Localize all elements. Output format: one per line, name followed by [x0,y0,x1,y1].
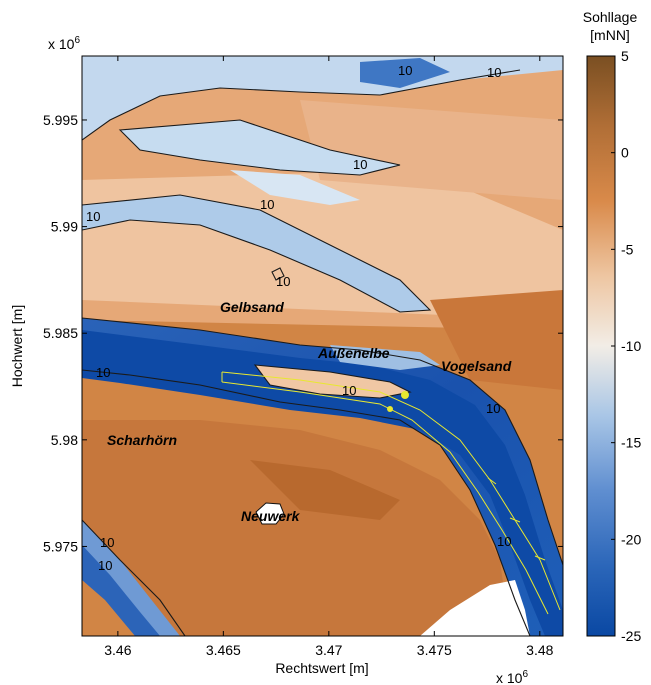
x-exponent: x 106 [496,669,528,685]
colorbar: Sohllage [mNN] 5 0 -5 -10 -15 -20 -25 [583,9,642,644]
place-labels: Gelbsand Außenelbe Vogelsand Scharhörn N… [107,299,512,524]
contour-label-5: 10 [260,197,274,212]
x-tick-group: 3.46 3.465 3.47 3.475 3.48 [104,56,554,658]
upper-side-channel [330,345,440,370]
x-tick-label: 3.465 [206,642,241,658]
colorbar-tick-label: -15 [621,435,641,451]
x-exponent-power: 6 [522,669,528,680]
y-tick-label: 5.975 [43,538,78,554]
colorbar-unit: [mNN] [590,27,630,43]
contour-label-8: 10 [342,383,356,398]
contour-label-9: 10 [486,401,500,416]
contour-small [271,267,285,281]
south-darker-flat [250,460,400,520]
contour-label-3: 10 [353,157,367,172]
plot-frame [81,55,564,637]
contour-label-2: 10 [487,65,501,80]
north-channel-2 [82,195,430,312]
contour-north-channel-2 [82,194,432,313]
measurement-point-2 [387,406,393,412]
contour-label-6: 10 [276,274,290,289]
contour-main-north [82,317,563,566]
contour-labels: 10 10 10 10 10 10 10 10 10 10 10 10 [86,63,511,573]
y-tick-label: 5.98 [51,432,78,448]
x-tick-label: 3.46 [104,642,131,658]
mainland-dry [420,580,530,636]
x-tick-label: 3.48 [526,642,553,658]
main-channel-deep [82,330,563,636]
x-axis-title: Rechtswert [m] [275,660,368,676]
colorbar-tick-label: -10 [621,338,641,354]
southwest-channel-deep [82,545,160,636]
colorbar-tick-group: 5 0 -5 -10 -15 -20 -25 [611,48,641,644]
contour-label-11: 10 [98,558,112,573]
north-channel-3 [230,170,360,205]
y-exponent-power: 6 [74,35,80,46]
contour-label-7: 10 [96,365,110,380]
neuwerk-island [255,502,285,525]
colorbar-tick-label: -20 [621,531,641,547]
colorbar-tick-label: -25 [621,628,641,644]
contour-mid-shoal [253,364,412,399]
north-deep-patch [360,58,450,88]
contour-label-4: 10 [86,209,100,224]
colorbar-tick-label: 0 [621,145,629,161]
contour-label-1: 10 [398,63,412,78]
x-axis: 3.46 3.465 3.47 3.475 3.48 Rechtswert [m] x … [104,56,554,685]
contour-north [82,69,521,141]
north-channel-1 [120,120,400,175]
fairway-lines [221,371,561,615]
contour-label-12: 10 [497,534,511,549]
upper-flats [300,100,563,200]
map-plot-area [82,56,563,636]
y-tick-group: 5.995 5.99 5.985 5.98 5.975 [43,112,563,554]
depth-contours [82,69,563,636]
fairway-ticks [487,477,546,561]
colorbar-tick-label: -5 [621,241,634,257]
contour-southwest [82,519,186,636]
y-exponent-base: x 10 [48,36,75,52]
y-axis: x 106 5.995 5.99 5.985 5.98 5.975 Hochwert [… [9,35,563,554]
x-exponent-base: x 10 [496,670,523,685]
place-gelbsand: Gelbsand [220,299,284,315]
measurement-point-1 [401,391,409,399]
mid-channel-shoal [255,365,410,398]
colorbar-gradient [586,55,616,637]
y-tick-label: 5.985 [43,325,78,341]
fairway-south-edge [221,381,549,615]
vogelsand-flat [430,290,563,390]
y-tick-label: 5.99 [51,219,78,235]
place-neuwerk: Neuwerk [241,508,301,524]
y-tick-label: 5.995 [43,112,78,128]
y-axis-title: Hochwert [m] [9,305,25,387]
place-vogelsand: Vogelsand [441,358,512,374]
contour-north-channel-1 [118,119,401,176]
x-tick-label: 3.475 [417,642,452,658]
x-tick-label: 3.47 [315,642,342,658]
colorbar-tick-label: 5 [621,48,629,64]
north-water [82,56,563,140]
south-tidal-flat [82,420,510,636]
contour-main-south [82,369,531,636]
place-aussenelbe: Außenelbe [317,345,390,361]
place-scharhoern: Scharhörn [107,432,177,448]
colorbar-title: Sohllage [583,9,638,25]
contour-label-10: 10 [100,535,114,550]
fairway-north-edge [221,371,561,611]
y-exponent: x 106 [48,35,80,52]
